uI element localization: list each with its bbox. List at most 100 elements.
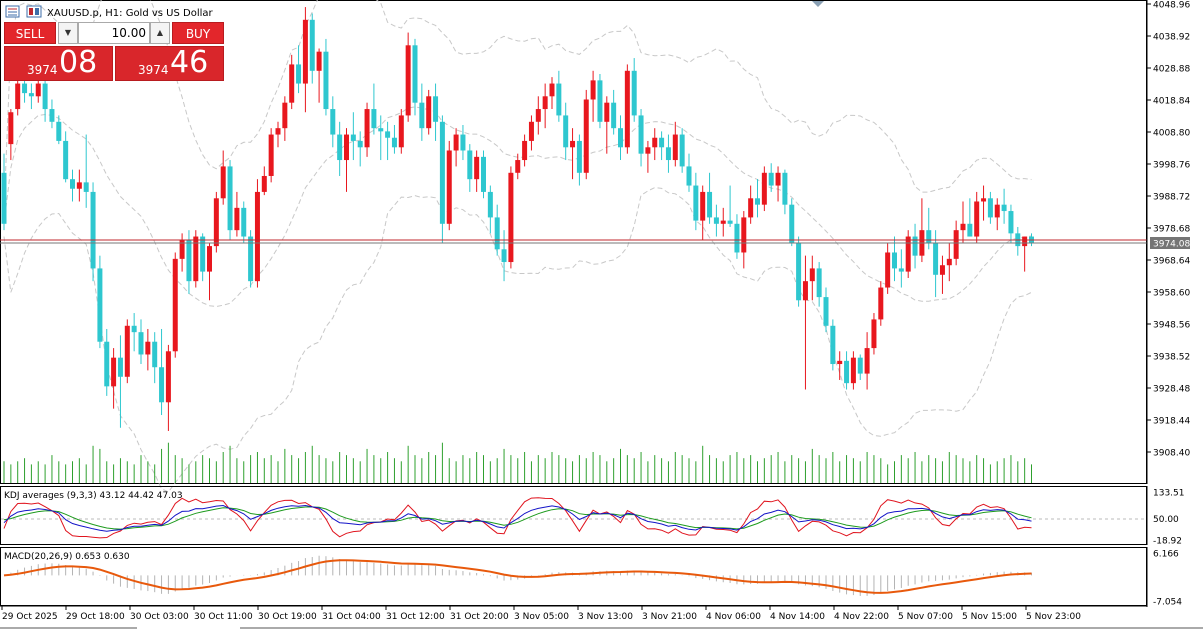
candle [152, 332, 158, 384]
price-tick-label: 4018.84 [1153, 97, 1190, 107]
macd-panel[interactable]: MACD(20,26,9) 0.653 0.630 6.166 -7.054 [0, 547, 1183, 608]
time-tick-label: 4 Nov 14:00 [770, 612, 825, 622]
kdj-j-line [3, 497, 1032, 539]
candle [433, 83, 439, 141]
time-tick-label: 30 Oct 11:00 [194, 612, 253, 622]
candle [631, 58, 637, 122]
one-click-trading-panel: SELL ▼ ▲ BUY 3974 08 3974 46 [4, 22, 224, 81]
sell-button[interactable]: SELL [4, 22, 56, 44]
candle [316, 48, 322, 103]
kdj-tick-label: 133.51 [1153, 489, 1185, 499]
candle [939, 255, 945, 294]
price-axis[interactable]: 4048.96 4038.92 4028.88 4018.84 4008.80 3998.… [1146, 0, 1190, 484]
candle [344, 128, 349, 192]
price-panel[interactable] [0, 0, 1147, 493]
candle [679, 128, 685, 173]
price-tick-label: 4038.92 [1153, 33, 1190, 43]
candle [234, 191, 240, 237]
candle [618, 115, 623, 161]
candle [734, 214, 740, 259]
candle [994, 198, 1000, 231]
one-click-trading-icon[interactable] [26, 5, 42, 18]
candle [323, 38, 329, 116]
candle [796, 236, 802, 307]
candle [145, 328, 151, 371]
candle [446, 140, 452, 231]
candle [254, 179, 260, 288]
time-tick-label: 30 Oct 19:00 [258, 612, 317, 622]
macd-axis: 6.166 -7.054 [1146, 547, 1182, 608]
candle [645, 140, 651, 173]
candle [172, 252, 178, 358]
candle [665, 134, 671, 173]
price-tick-label: 4028.88 [1153, 65, 1190, 75]
volume-decrease-icon[interactable]: ▼ [58, 22, 78, 44]
candle [124, 319, 130, 384]
candle [700, 185, 706, 240]
price-tick-label: 3958.60 [1153, 289, 1190, 299]
candle [823, 287, 829, 333]
candle [398, 109, 404, 154]
buy-button[interactable]: BUY [172, 22, 224, 44]
candle [576, 134, 582, 186]
candle [49, 99, 55, 129]
candle [892, 236, 897, 282]
candle [590, 70, 596, 122]
candle [378, 115, 384, 161]
candle [713, 204, 719, 237]
price-tick-label: 3918.44 [1153, 417, 1190, 427]
kdj-tick-label: -18.92 [1153, 537, 1182, 547]
kdj-panel[interactable]: KDJ averages (9,3,3) 43.12 44.42 47.03 1… [0, 486, 1185, 547]
candle [97, 255, 103, 349]
bid-price-button[interactable]: 3974 08 [4, 45, 113, 81]
candle [775, 166, 781, 202]
current-price-label: 3974.08 [1153, 240, 1190, 250]
candle [481, 150, 486, 199]
candle [90, 182, 96, 282]
candle [844, 351, 850, 390]
price-tick-label: 3948.56 [1153, 321, 1190, 331]
candle [261, 166, 267, 196]
candle [850, 351, 856, 390]
candle [597, 73, 603, 129]
macd-histogram-and-signal [3, 555, 1032, 596]
candle [193, 230, 199, 288]
volume-increase-icon[interactable]: ▲ [150, 22, 170, 44]
candle [131, 313, 137, 352]
candle [974, 191, 980, 243]
candle [70, 169, 75, 202]
price-tick-label: 3988.72 [1153, 193, 1190, 203]
ask-price-button[interactable]: 3974 46 [115, 45, 224, 81]
candle [535, 96, 541, 135]
candle [56, 115, 62, 145]
bid-price-pips: 08 [59, 45, 98, 80]
candle [624, 64, 630, 154]
candle [871, 313, 877, 355]
candle [200, 233, 206, 282]
kdj-axis: 133.51 50.00 -18.92 [1146, 486, 1185, 547]
chart-shift-marker-icon[interactable] [812, 1, 824, 7]
candle [912, 223, 918, 269]
candle [104, 328, 110, 396]
candle [638, 109, 644, 167]
candle [816, 262, 822, 307]
price-tick-label: 3998.76 [1153, 161, 1190, 171]
candle [282, 96, 288, 141]
candle [296, 45, 302, 94]
candle [768, 163, 774, 192]
candle [337, 121, 343, 176]
candle [933, 230, 939, 298]
candle [371, 83, 377, 135]
time-axis[interactable]: 29 Oct 2025 29 Oct 18:00 30 Oct 03:00 30 Oc… [0, 605, 1147, 622]
candle [138, 319, 144, 365]
volume-input[interactable] [78, 22, 150, 44]
candle [63, 131, 69, 183]
candle [117, 335, 123, 428]
candle [987, 191, 993, 224]
candle [474, 150, 480, 192]
time-tick-label: 31 Oct 20:00 [450, 612, 509, 622]
time-tick-label: 4 Nov 22:00 [834, 612, 889, 622]
candle [165, 344, 171, 431]
candle [1, 153, 7, 231]
